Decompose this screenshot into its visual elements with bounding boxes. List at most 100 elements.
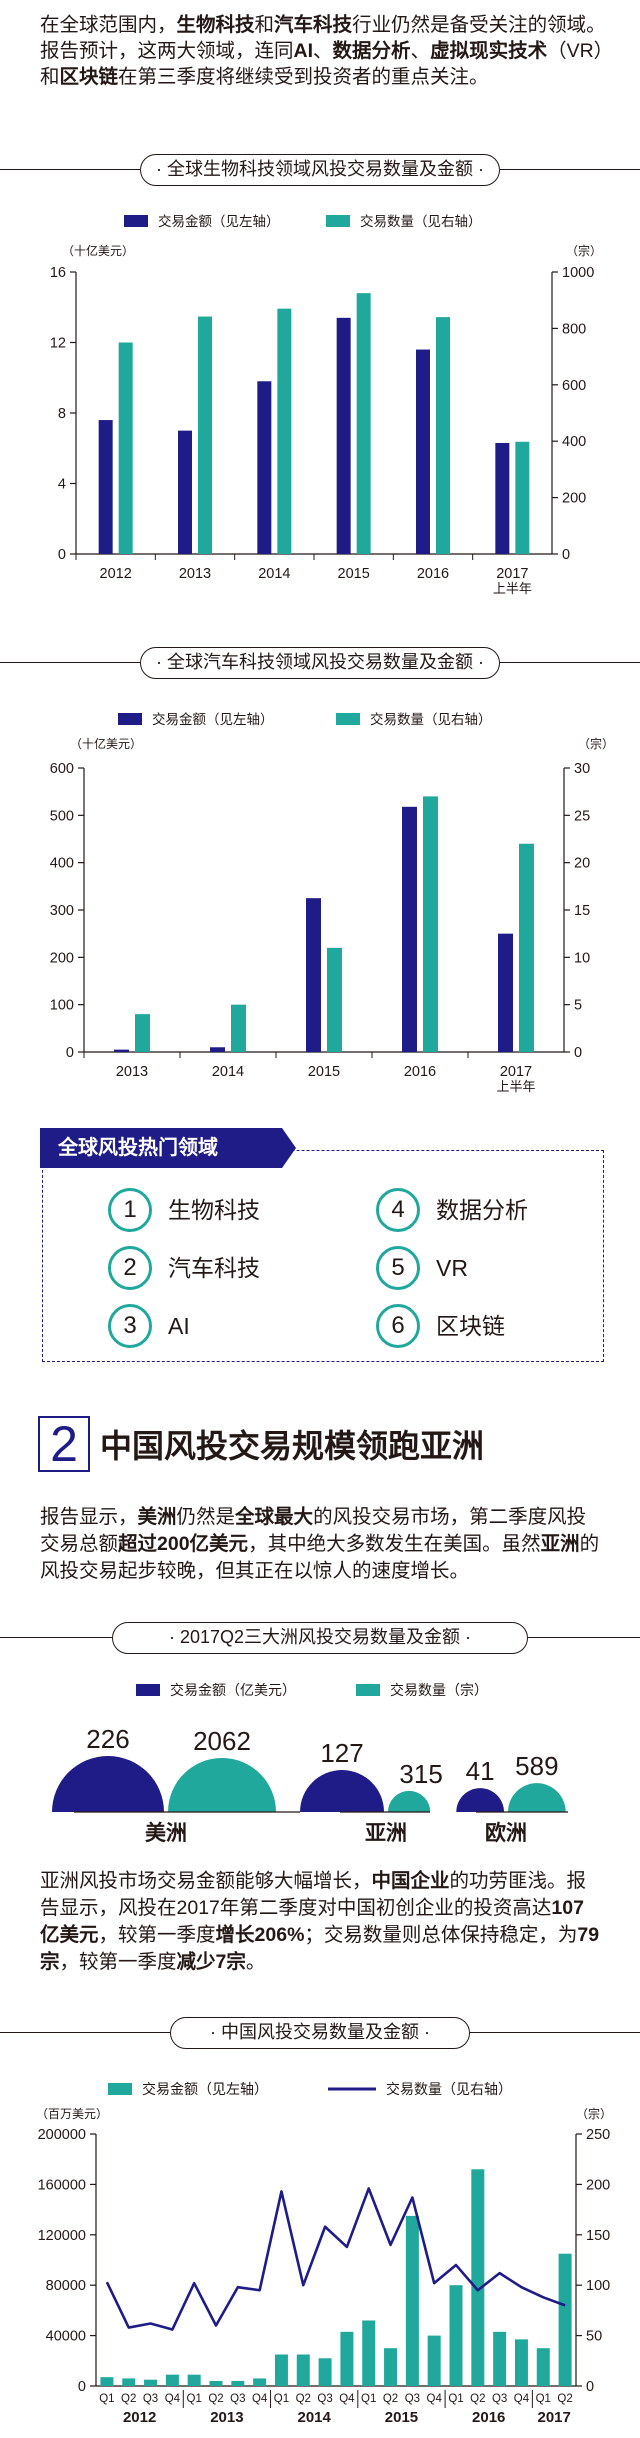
chart4-title: · 中国风投交易数量及金额 · [170, 2017, 470, 2049]
bar-amount [296, 2354, 310, 2386]
legend-label: 交易金额（见左轴） [152, 711, 274, 727]
right-tick-label: 1000 [562, 265, 594, 281]
right-tick-label: 800 [562, 321, 586, 337]
intro-paragraph: 在全球范围内，生物科技和汽车科技行业仍然是备受关注的领域。报告预计，这两大领域，… [40, 12, 606, 90]
right-axis-unit: （宗） [578, 736, 614, 751]
text-bold: 美洲 [137, 1506, 177, 1528]
quarter-label: Q3 [317, 2393, 332, 2405]
text-span: （VR）和 [40, 40, 604, 88]
text-span: ；交易数量则总体保持稳定，为 [304, 1924, 578, 1946]
bar-amount [427, 2335, 441, 2386]
title-rule-left [0, 2032, 170, 2033]
number-circle: 1 [108, 1188, 152, 1232]
bar-count [198, 316, 212, 554]
left-tick-label: 0 [78, 2379, 86, 2395]
title-rule-right [500, 169, 640, 170]
quarter-label: Q2 [383, 2393, 398, 2405]
semicircle-count [508, 1783, 566, 1812]
legend-label: 交易数量（见右轴） [386, 2081, 512, 2097]
category-label: 2013 [179, 566, 211, 582]
chart1-title-bar: · 全球生物科技领域风投交易数量及金额 · [0, 150, 640, 190]
hot-field-label: VR [436, 1255, 468, 1281]
chart4-title-bar: · 中国风投交易数量及金额 · [0, 2013, 640, 2053]
quarter-label: Q2 [296, 2393, 311, 2405]
bar-amount [210, 1047, 225, 1052]
bar-count [277, 308, 292, 554]
bar-amount [165, 2374, 179, 2386]
year-label: 2013 [210, 2409, 243, 2426]
legend-label: 交易金额（见左轴） [158, 213, 280, 229]
text-bold: 汽车科技 [274, 14, 353, 36]
bar-count [135, 1014, 150, 1052]
line-count [105, 2187, 566, 2331]
bar-amount [274, 2354, 288, 2386]
value-label-amount: 127 [320, 1738, 363, 1768]
quarter-label: Q3 [230, 2393, 245, 2405]
title-rule-right [528, 1637, 640, 1638]
legend-label: 交易数量（见右轴） [370, 711, 492, 727]
right-tick-label: 400 [562, 434, 586, 450]
left-tick-label: 0 [58, 547, 66, 563]
right-tick-label: 200 [562, 491, 586, 507]
right-tick-label: 15 [574, 903, 590, 919]
category-label: 2017 [496, 566, 528, 582]
bar-amount [98, 420, 113, 554]
legend-label: 交易金额（亿美元） [170, 1682, 296, 1698]
right-axis-unit: （宗） [566, 243, 602, 258]
quarter-label: Q4 [165, 2393, 181, 2405]
left-tick-label: 120000 [38, 2228, 86, 2244]
year-label: 2017 [537, 2409, 570, 2426]
bar-amount [231, 2380, 245, 2386]
text-span: 在第三季度将继续受到投资者的重点关注。 [118, 66, 489, 88]
value-label-count: 315 [399, 1759, 442, 1789]
bar-count [231, 1004, 246, 1052]
text-span: 报告显示， [40, 1506, 138, 1528]
text-bold: 中国企业 [371, 1870, 450, 1892]
right-tick-label: 600 [562, 378, 586, 394]
legend-swatch [326, 215, 350, 227]
text-span: 、 [410, 40, 431, 62]
left-axis-unit: （十亿美元） [62, 243, 134, 258]
legend-label: 交易数量（见右轴） [360, 213, 482, 229]
left-tick-label: 16 [50, 265, 66, 281]
chart3-title: · 2017Q2三大洲风投交易数量及金额 · [112, 1622, 528, 1654]
text-bold: 增长206% [215, 1924, 305, 1946]
bar-amount [471, 2169, 485, 2386]
bar-count [519, 843, 534, 1052]
right-tick-label: 250 [586, 2127, 610, 2143]
bar-amount [498, 933, 513, 1052]
continents-chart: 交易金额（亿美元） 交易数量（宗） 226 2062 美洲 127 315 亚洲 41 589 欧洲 [52, 1682, 568, 1845]
text-bold: 区块链 [59, 66, 119, 88]
left-tick-label: 600 [50, 761, 74, 777]
text-bold: 全球最大 [235, 1506, 314, 1528]
left-tick-label: 400 [50, 856, 74, 872]
bar-amount [536, 2348, 550, 2386]
right-tick-label: 10 [574, 950, 590, 966]
quarter-label: Q4 [514, 2393, 530, 2405]
right-tick-label: 0 [574, 1045, 582, 1061]
bar-amount [514, 2339, 528, 2386]
left-tick-label: 4 [58, 477, 66, 493]
biotech-chart: 交易金额（见左轴） 交易数量（见右轴） （十亿美元） （宗） 0 4 8 12 16 0 200 40… [50, 213, 602, 596]
title-rule-right [470, 2032, 640, 2033]
bar-count [327, 947, 342, 1052]
bar-amount [209, 2380, 223, 2386]
text-bold: 超过200亿美元 [118, 1533, 249, 1555]
bar-amount [253, 2378, 267, 2386]
hot-field-label: AI [168, 1313, 190, 1339]
legend-label: 交易金额（见左轴） [142, 2081, 268, 2097]
text-bold: 107亿美元 [40, 1897, 584, 1946]
hot-field-label: 区块链 [436, 1313, 505, 1339]
left-axis-unit: （十亿美元） [70, 736, 142, 751]
hot-field-label: 汽车科技 [168, 1255, 260, 1281]
category-label: 上半年 [496, 1079, 535, 1094]
bar-count [515, 441, 530, 554]
left-tick-label: 100 [50, 998, 74, 1014]
text-span: 行业仍然是备受关注的领域。报告预计，这两大领域，连同 [40, 14, 606, 62]
quarter-label: Q1 [536, 2393, 551, 2405]
bar-amount [495, 442, 510, 554]
left-tick-label: 40000 [46, 2329, 86, 2345]
title-rule-left [0, 1637, 112, 1638]
text-span: 仍然是 [176, 1506, 236, 1528]
bar-amount [416, 349, 430, 554]
